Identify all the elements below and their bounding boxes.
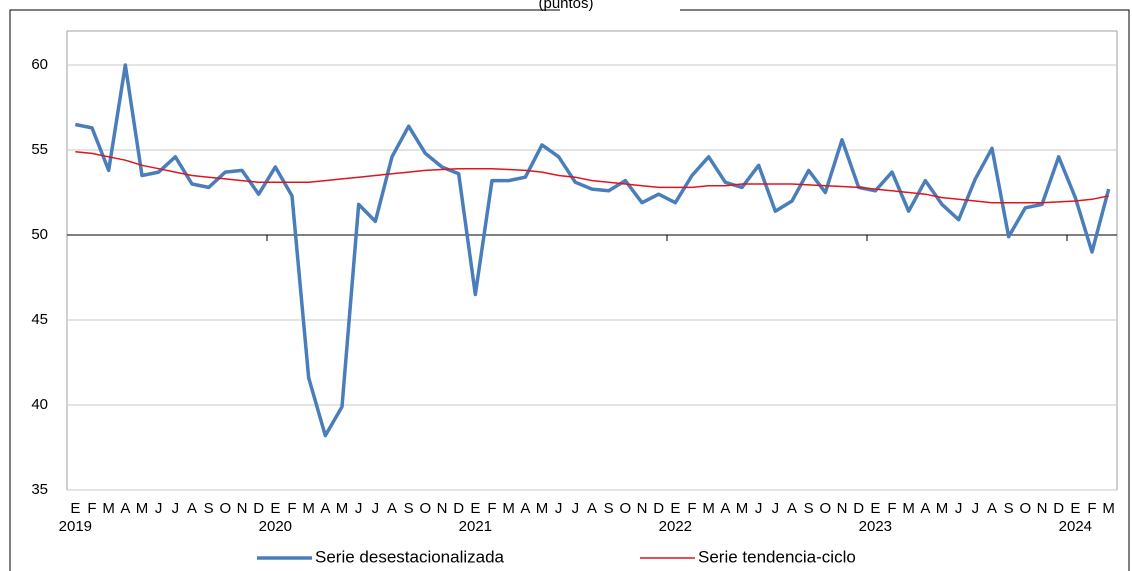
x-tick-label: N [237,500,248,517]
x-tick-label: A [120,500,130,517]
y-tick-label: 60 [31,56,48,73]
x-tick-label: J [972,500,980,517]
year-label: 2020 [259,518,292,535]
x-tick-label: F [1087,500,1096,517]
x-tick-label: A [787,500,797,517]
x-tick-label: S [404,500,414,517]
x-tick-label: A [987,500,997,517]
year-label: 2024 [1059,518,1092,535]
legend-label: Serie desestacionalizada [315,547,505,566]
x-tick-label: F [687,500,696,517]
x-tick-label: J [572,500,580,517]
x-tick-label: F [487,500,496,517]
x-tick-label: J [172,500,180,517]
legend-label: Serie tendencia-ciclo [698,547,856,566]
plot-area [66,30,1118,491]
x-tick-label: E [870,500,880,517]
year-label: 2023 [859,518,892,535]
x-tick-label: S [1004,500,1014,517]
x-tick-label: J [772,500,780,517]
x-tick-label: F [287,500,296,517]
series-line [75,150,1109,204]
year-label: 2019 [59,518,92,535]
y-tick-label: 40 [31,396,48,413]
x-tick-label: E [270,500,280,517]
x-tick-label: O [619,500,631,517]
x-tick-label: O [1019,500,1031,517]
x-tick-label: J [155,500,163,517]
series-line [74,63,1111,438]
x-tick-label: A [320,500,330,517]
x-tick-label: A [520,500,530,517]
x-tick-label: M [1102,500,1115,517]
x-tick-label: O [219,500,231,517]
x-tick-label: M [302,500,315,517]
x-tick-label: E [1070,500,1080,517]
x-tick-label: N [437,500,448,517]
x-tick-label: A [920,500,930,517]
x-tick-label: M [702,500,715,517]
x-tick-label: F [87,500,96,517]
y-tick-label: 45 [31,311,48,328]
x-tick-label: M [536,500,549,517]
year-label: 2021 [459,518,492,535]
x-tick-label: E [70,500,80,517]
x-tick-label: D [653,500,664,517]
x-tick-label: M [736,500,749,517]
x-tick-label: A [720,500,730,517]
x-tick-label: M [902,500,915,517]
x-tick-label: J [555,500,563,517]
x-tick-label: N [1037,500,1048,517]
x-tick-label: D [1053,500,1064,517]
x-tick-label: M [136,500,149,517]
x-tick-label: M [936,500,949,517]
x-tick-label: J [955,500,963,517]
x-tick-label: S [804,500,814,517]
x-tick-label: M [502,500,515,517]
x-tick-label: D [853,500,864,517]
x-tick-label: N [637,500,648,517]
x-tick-label: E [670,500,680,517]
x-tick-label: A [387,500,397,517]
x-tick-label: O [419,500,431,517]
x-tick-label: M [336,500,349,517]
chart-title: (puntos) [538,0,593,12]
y-tick-label: 35 [31,481,48,498]
x-tick-label: A [187,500,197,517]
x-tick-label: D [453,500,464,517]
x-tick-label: S [604,500,614,517]
x-tick-label: F [887,500,896,517]
y-tick-label: 50 [31,226,48,243]
x-tick-label: S [204,500,214,517]
x-tick-label: J [372,500,380,517]
x-tick-label: A [587,500,597,517]
y-tick-label: 55 [31,141,48,158]
x-tick-label: N [837,500,848,517]
x-tick-label: J [355,500,363,517]
x-tick-label: O [819,500,831,517]
x-tick-label: J [755,500,763,517]
chart-frame [9,9,1130,571]
x-tick-label: E [470,500,480,517]
x-tick-label: M [102,500,115,517]
year-label: 2022 [659,518,692,535]
x-tick-label: D [253,500,264,517]
